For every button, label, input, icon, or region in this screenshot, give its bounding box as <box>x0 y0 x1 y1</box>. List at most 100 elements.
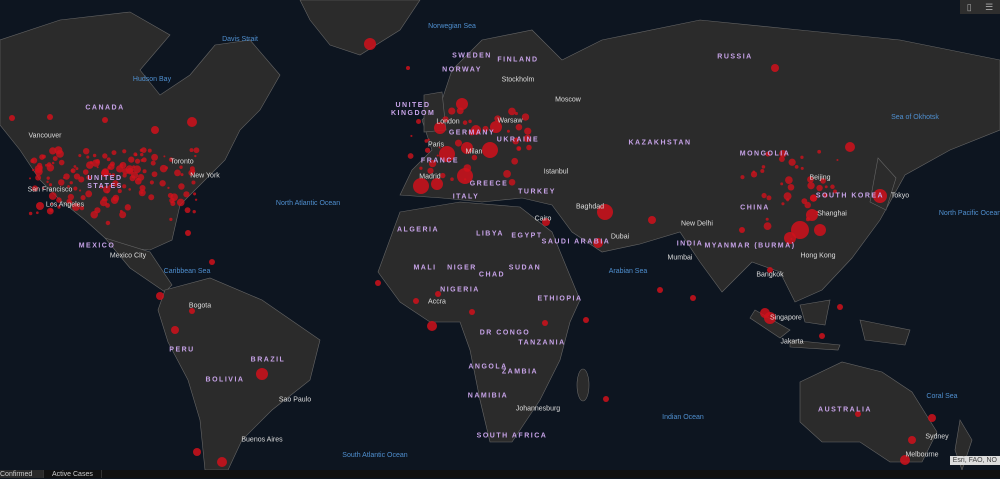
case-bubble[interactable] <box>106 157 111 162</box>
case-bubble[interactable] <box>439 146 455 162</box>
case-bubble[interactable] <box>740 175 745 180</box>
case-bubble[interactable] <box>784 232 796 244</box>
case-bubble[interactable] <box>765 151 771 157</box>
case-bubble[interactable] <box>442 116 449 123</box>
case-bubble[interactable] <box>62 176 66 179</box>
case-bubble[interactable] <box>506 129 510 133</box>
case-bubble[interactable] <box>469 309 475 315</box>
case-bubble[interactable] <box>107 166 111 170</box>
case-bubble[interactable] <box>9 115 15 121</box>
case-bubble[interactable] <box>431 178 443 190</box>
case-bubble[interactable] <box>58 179 65 186</box>
case-bubble[interactable] <box>436 154 439 157</box>
case-bubble[interactable] <box>156 292 164 300</box>
case-bubble[interactable] <box>427 167 434 174</box>
case-bubble[interactable] <box>56 197 62 203</box>
case-bubble[interactable] <box>99 198 108 207</box>
list-icon[interactable]: ☰ <box>985 1 994 12</box>
case-bubble[interactable] <box>128 188 131 191</box>
case-bubble[interactable] <box>836 158 839 162</box>
case-bubble[interactable] <box>80 195 86 201</box>
case-bubble[interactable] <box>78 153 82 158</box>
case-bubble[interactable] <box>419 166 423 170</box>
case-bubble[interactable] <box>94 207 101 214</box>
case-bubble[interactable] <box>807 182 815 190</box>
case-bubble[interactable] <box>148 194 155 201</box>
case-bubble[interactable] <box>112 180 119 187</box>
case-bubble[interactable] <box>51 161 55 165</box>
case-bubble[interactable] <box>820 178 826 184</box>
case-bubble[interactable] <box>111 173 116 177</box>
case-bubble[interactable] <box>593 238 603 248</box>
case-bubble[interactable] <box>845 142 855 152</box>
case-bubble[interactable] <box>462 120 468 125</box>
case-bubble[interactable] <box>124 204 131 211</box>
case-bubble[interactable] <box>140 158 144 162</box>
case-bubble[interactable] <box>89 160 93 164</box>
case-bubble[interactable] <box>54 146 63 155</box>
tab-confirmed-cases[interactable]: Confirmed Cases <box>0 470 44 478</box>
case-bubble[interactable] <box>791 221 809 239</box>
case-bubble[interactable] <box>779 149 787 158</box>
case-bubble[interactable] <box>66 199 71 204</box>
case-bubble[interactable] <box>515 137 519 140</box>
case-bubble[interactable] <box>31 185 39 192</box>
case-bubble[interactable] <box>29 177 32 180</box>
case-bubble[interactable] <box>130 171 139 179</box>
case-bubble[interactable] <box>122 168 129 175</box>
case-bubble[interactable] <box>101 168 109 176</box>
case-bubble[interactable] <box>108 184 112 188</box>
case-bubble[interactable] <box>788 158 796 166</box>
case-bubble[interactable] <box>63 173 70 180</box>
case-bubble[interactable] <box>494 115 501 122</box>
case-bubble[interactable] <box>46 164 55 172</box>
case-bubble[interactable] <box>778 156 785 163</box>
case-bubble[interactable] <box>256 368 268 380</box>
case-bubble[interactable] <box>39 154 45 160</box>
case-bubble[interactable] <box>168 157 174 162</box>
case-bubble[interactable] <box>188 169 195 176</box>
case-bubble[interactable] <box>463 178 467 181</box>
case-bubble[interactable] <box>151 171 158 178</box>
case-bubble[interactable] <box>169 217 173 221</box>
case-bubble[interactable] <box>928 414 936 422</box>
case-bubble[interactable] <box>133 152 138 157</box>
case-bubble[interactable] <box>830 184 835 190</box>
case-bubble[interactable] <box>819 333 825 339</box>
case-bubble[interactable] <box>58 159 65 166</box>
case-bubble[interactable] <box>456 107 464 115</box>
case-bubble[interactable] <box>128 156 135 163</box>
case-bubble[interactable] <box>151 153 159 161</box>
case-bubble[interactable] <box>163 155 166 158</box>
case-bubble[interactable] <box>122 184 127 189</box>
case-bubble[interactable] <box>413 178 429 194</box>
case-bubble[interactable] <box>908 436 916 444</box>
case-bubble[interactable] <box>801 198 808 205</box>
case-bubble[interactable] <box>750 171 758 178</box>
case-bubble[interactable] <box>189 308 195 314</box>
case-bubble[interactable] <box>542 320 548 326</box>
case-bubble[interactable] <box>73 186 78 191</box>
case-bubble[interactable] <box>780 182 784 186</box>
case-bubble[interactable] <box>454 139 462 147</box>
case-bubble[interactable] <box>900 455 910 465</box>
case-bubble[interactable] <box>800 155 804 159</box>
case-bubble[interactable] <box>416 118 422 125</box>
case-bubble[interactable] <box>112 194 120 202</box>
case-bubble[interactable] <box>817 149 822 154</box>
case-bubble[interactable] <box>583 317 589 323</box>
case-bubble[interactable] <box>35 211 39 215</box>
case-bubble[interactable] <box>450 177 454 181</box>
case-bubble[interactable] <box>192 209 196 214</box>
case-bubble[interactable] <box>85 190 93 198</box>
case-bubble[interactable] <box>106 190 109 194</box>
case-bubble[interactable] <box>739 227 745 233</box>
case-bubble[interactable] <box>147 148 152 153</box>
case-bubble[interactable] <box>49 147 57 155</box>
case-bubble[interactable] <box>783 192 792 201</box>
case-bubble[interactable] <box>440 172 446 179</box>
case-bubble[interactable] <box>468 119 472 124</box>
case-bubble[interactable] <box>752 170 756 174</box>
case-bubble[interactable] <box>180 173 184 177</box>
